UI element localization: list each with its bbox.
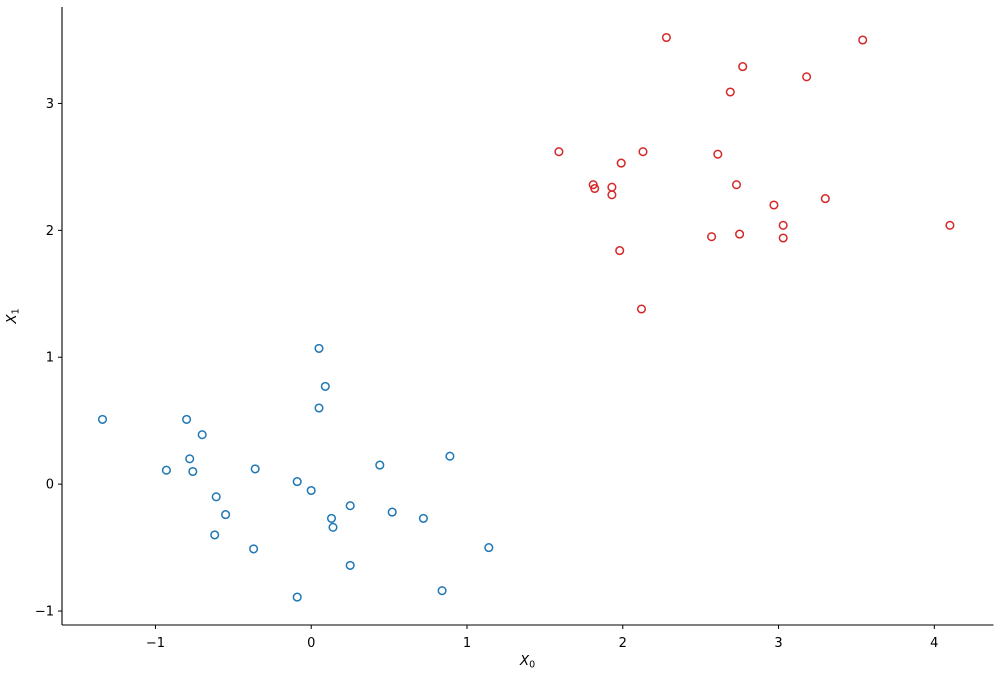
red-cluster-point: [738, 62, 748, 72]
red-cluster-point: [820, 194, 830, 204]
blue-cluster-point: [328, 522, 338, 532]
blue-cluster-point: [418, 513, 428, 523]
red-cluster-point: [778, 233, 788, 243]
blue-cluster-point: [211, 492, 221, 502]
blue-cluster-point: [437, 586, 447, 596]
red-cluster-point: [607, 190, 617, 200]
x-tick-label: 4: [930, 636, 938, 651]
blue-cluster-point: [326, 513, 337, 523]
y-tick-label: 0: [46, 478, 54, 493]
x-axis-ticks: −1 0 1 2 3 4: [146, 625, 938, 651]
red-cluster-point: [945, 220, 955, 230]
x-tick-label: 3: [774, 636, 782, 651]
y-axis-ticks: −1 0 1 2 3: [35, 97, 62, 620]
red-cluster-point: [661, 32, 671, 43]
red-cluster-point: [554, 147, 564, 157]
red-cluster-point: [615, 246, 625, 256]
red-cluster-point: [778, 220, 788, 230]
y-tick-label: 1: [46, 351, 54, 366]
blue-cluster: [97, 343, 494, 602]
x-tick-label: 2: [619, 636, 627, 651]
red-cluster-point: [769, 200, 779, 210]
red-cluster-point: [638, 147, 648, 157]
blue-cluster-point: [197, 430, 207, 440]
x-tick-label: −1: [146, 636, 165, 651]
red-cluster-point: [590, 183, 600, 194]
blue-cluster-point: [292, 477, 302, 487]
x-axis-label-subscript: 0: [529, 660, 535, 671]
y-axis-label-base: X: [4, 314, 20, 325]
blue-cluster-point: [445, 451, 455, 461]
red-cluster-point: [735, 229, 745, 239]
y-tick-label: 2: [46, 224, 54, 239]
blue-cluster-point: [161, 465, 171, 475]
red-cluster-point: [616, 158, 626, 168]
blue-cluster-point: [97, 414, 108, 424]
red-cluster-point: [731, 180, 742, 190]
blue-cluster-point: [182, 414, 192, 424]
blue-cluster-point: [345, 560, 355, 570]
blue-cluster-point: [250, 464, 260, 474]
red-cluster: [554, 32, 955, 314]
x-axis-label: X0: [519, 653, 535, 671]
red-cluster-point: [636, 304, 647, 314]
red-cluster-point: [607, 182, 617, 192]
y-axis-label-subscript: 1: [11, 308, 22, 314]
blue-cluster-point: [292, 592, 302, 602]
blue-cluster-point: [375, 460, 385, 470]
x-tick-label: 0: [307, 636, 315, 651]
blue-cluster-point: [185, 454, 195, 464]
axes-spines: [61, 7, 994, 626]
blue-cluster-point: [484, 543, 494, 553]
blue-cluster-point: [210, 530, 220, 540]
y-tick-label: 3: [46, 97, 54, 112]
blue-cluster-point: [387, 507, 397, 517]
x-axis-label-base: X: [519, 653, 530, 669]
blue-cluster-point: [314, 403, 324, 413]
y-axis-label: X1: [4, 308, 22, 324]
red-cluster-point: [858, 35, 868, 45]
x-tick-label: 1: [463, 636, 471, 651]
blue-cluster-point: [345, 501, 355, 511]
y-tick-label: −1: [35, 605, 54, 620]
blue-cluster-point: [221, 510, 231, 520]
red-cluster-point: [707, 232, 717, 242]
red-cluster-point: [802, 72, 812, 82]
red-cluster-point: [713, 149, 723, 159]
blue-cluster-point: [306, 485, 316, 496]
blue-cluster-point: [314, 343, 324, 353]
blue-cluster-point: [188, 466, 198, 477]
red-cluster-point: [725, 87, 735, 97]
blue-cluster-point: [249, 544, 259, 554]
blue-cluster-point: [320, 381, 330, 391]
data-points: [97, 32, 955, 602]
